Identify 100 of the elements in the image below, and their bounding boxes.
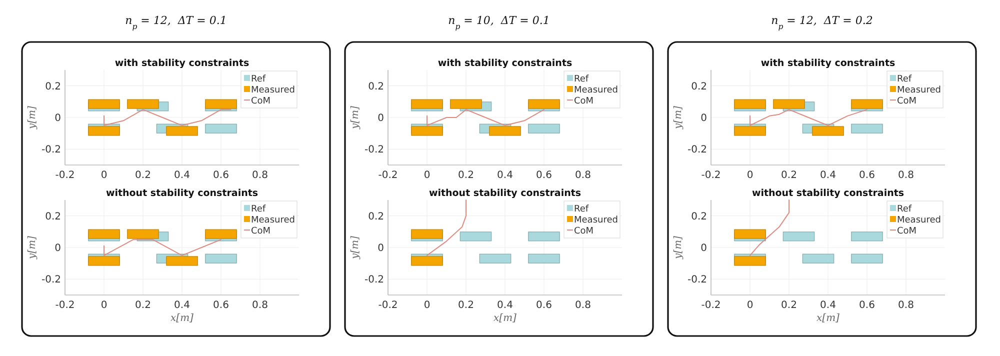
chart-title: without stability constraints [428,188,582,199]
y-axis-title: y[m] [27,236,38,260]
x-axis-title: x[m] [494,313,517,324]
x-tick-label: 0.4 [497,170,513,181]
text: n$_{p}$ = 12, ΔT = 0.2 [771,14,873,30]
bar [166,256,198,266]
bar [851,99,883,109]
x-tick-label: 0 [424,170,430,181]
bar [205,99,237,109]
bar [411,229,443,239]
x-tick-label: 0.2 [458,300,474,311]
legend-label: Measured [574,216,618,226]
y-axis-title: y[m] [27,106,38,130]
legend-label: Measured [574,86,618,96]
y-tick-label: 0.2 [368,211,384,222]
bar [205,229,237,239]
bar [734,126,766,136]
bar [88,99,120,109]
x-tick-label: 0.2 [135,170,151,181]
x-tick-label: 0.4 [820,170,836,181]
bar [489,126,521,136]
legend-label: CoM [574,226,594,236]
y-tick-label: 0 [700,243,707,254]
y-tick-label: 0.2 [691,81,707,92]
x-tick-label: 0.8 [898,170,914,181]
bar [782,232,815,242]
y-tick-label: 0.2 [45,211,61,222]
x-tick-label: 0.6 [859,170,875,181]
chart-title: with stability constraints [760,58,896,69]
bar [460,232,492,242]
y-tick-label: -0.2 [41,274,61,286]
bar [812,126,844,136]
bar [127,229,159,239]
y-axis-title: y[m] [350,236,361,260]
y-tick-label: 0 [54,113,61,124]
x-tick-label: 0.4 [174,170,190,181]
y-tick-label: -0.2 [687,274,707,286]
bar [411,126,443,136]
bar [851,232,883,242]
y-tick-label: -0.2 [687,144,707,156]
bar [205,124,237,134]
x-tick-label: 0.8 [575,170,591,181]
x-tick-label: 0.6 [536,300,552,311]
bar [88,126,120,136]
chart-title: with stability constraints [438,58,572,69]
x-tick-label: 0.6 [536,170,552,181]
y-axis-title: y[m] [350,106,361,130]
bar [851,124,883,134]
legend-label: CoM [897,96,917,106]
y-axis-title: y[m] [673,236,684,260]
x-tick-label: 0.2 [135,300,151,311]
y-tick-label: -0.2 [41,144,61,156]
chart-title: without stability constraints [752,188,904,199]
bar [528,99,560,109]
bar [734,229,766,239]
bar [528,254,560,264]
text: n$_{p}$ = 10, ΔT = 0.1 [448,14,550,30]
y-tick-label: 0.2 [691,211,707,222]
x-tick-label: 0 [424,300,430,311]
legend-label: Ref [574,74,590,84]
x-tick-label: 0.2 [458,170,474,181]
chart-title: without stability constraints [106,188,258,199]
legend-label: CoM [251,96,271,106]
x-tick-label: 0.8 [252,300,268,311]
chart-title: with stability constraints [114,58,250,69]
bar [127,99,159,109]
legend-label: Measured [251,216,295,226]
x-tick-label: 0.8 [575,300,591,311]
bar [773,99,805,109]
legend-label: CoM [897,226,917,236]
y-tick-label: 0.2 [45,81,61,92]
y-tick-label: 0 [378,243,384,254]
x-tick-label: 0.4 [497,300,513,311]
y-tick-label: -0.2 [364,274,384,286]
y-tick-label: 0 [378,113,384,124]
bar [528,124,560,134]
bar [411,256,443,266]
x-tick-label: 0 [746,170,754,181]
y-tick-label: 0.2 [368,81,384,92]
y-tick-label: 0 [54,243,61,254]
legend-label: CoM [251,226,271,236]
y-tick-label: 0 [700,113,707,124]
y-tick-label: -0.2 [364,144,384,156]
legend-label: Ref [251,204,266,214]
x-tick-label: 0.4 [174,300,190,311]
bar [88,229,120,239]
bar [479,254,512,264]
x-tick-label: 0.2 [781,300,797,311]
bar [734,256,766,266]
x-tick-label: 0.6 [213,170,229,181]
bar [205,254,237,264]
x-tick-label: 0.4 [820,300,836,311]
x-tick-label: 0.6 [213,300,229,311]
legend-label: Ref [251,74,266,84]
legend-label: Measured [897,216,941,226]
x-tick-label: 0 [100,170,108,181]
legend-label: Ref [574,204,590,214]
legend-label: CoM [574,96,594,106]
x-axis-title: x[m] [170,313,194,324]
x-tick-label: 0.8 [898,300,914,311]
